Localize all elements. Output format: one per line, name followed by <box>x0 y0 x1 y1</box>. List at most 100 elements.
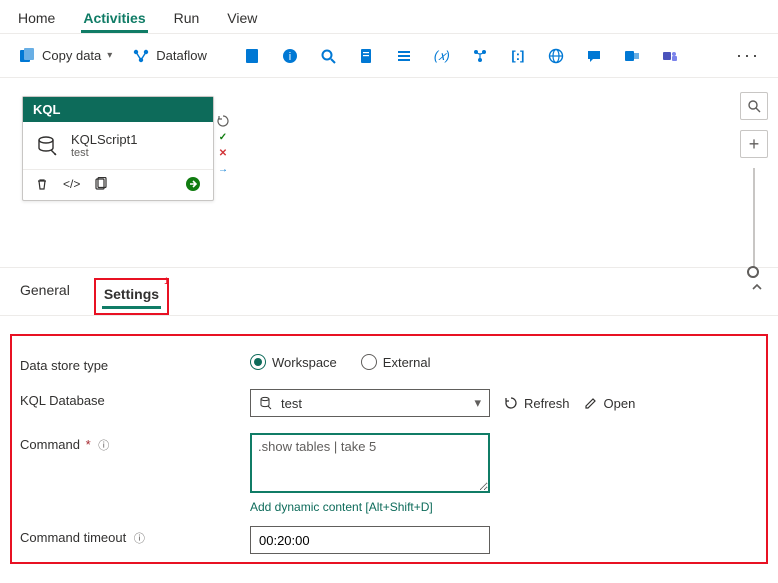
tb-search-button[interactable] <box>313 43 343 69</box>
tab-general[interactable]: General <box>18 278 72 315</box>
bracket-icon: [:] <box>509 47 527 65</box>
toolbar: Copy data ▾ Dataflow i (𝑥) [:] ··· <box>0 34 778 78</box>
radio-external[interactable]: External <box>361 354 431 370</box>
radio-workspace[interactable]: Workspace <box>250 354 337 370</box>
list-icon <box>395 47 413 65</box>
chat-icon <box>585 47 603 65</box>
tb-variable-button[interactable]: (𝑥) <box>427 43 457 69</box>
more-button[interactable]: ··· <box>730 41 766 70</box>
teams-icon <box>661 47 679 65</box>
copy-data-label: Copy data <box>42 48 101 63</box>
command-textarea[interactable] <box>250 433 490 493</box>
run-arrow-icon[interactable] <box>185 176 201 192</box>
settings-form-highlight: Data store type Workspace External KQL D… <box>10 334 768 564</box>
script-icon <box>357 47 375 65</box>
add-dynamic-content-link[interactable]: Add dynamic content [Alt+Shift+D] <box>250 500 490 514</box>
variable-icon: (𝑥) <box>433 47 451 65</box>
tab-settings[interactable]: Settings <box>102 282 161 309</box>
radio-workspace-label: Workspace <box>272 355 337 370</box>
nav-activities[interactable]: Activities <box>81 6 147 33</box>
code-icon[interactable]: </> <box>63 177 80 191</box>
notebook-icon <box>243 47 261 65</box>
pipeline-icon <box>471 47 489 65</box>
refresh-button[interactable]: Refresh <box>504 396 570 411</box>
dataflow-icon <box>132 47 150 65</box>
chevron-down-icon: ▾ <box>474 395 481 411</box>
outlook-icon <box>623 47 641 65</box>
settings-badge: 1 <box>164 276 169 286</box>
database-icon <box>259 396 273 410</box>
label-command-text: Command <box>20 437 80 452</box>
tb-chat-button[interactable] <box>579 43 609 69</box>
command-timeout-input[interactable] <box>250 526 490 554</box>
database-script-icon <box>35 133 61 159</box>
radio-external-label: External <box>383 355 431 370</box>
kql-card-title: KQLScript1 <box>71 132 137 147</box>
copy-data-icon <box>18 47 36 65</box>
open-label: Open <box>604 396 636 411</box>
radio-dot-icon <box>250 354 266 370</box>
tb-teams-button[interactable] <box>655 43 685 69</box>
refresh-annot-icon[interactable] <box>216 114 230 128</box>
tb-list-button[interactable] <box>389 43 419 69</box>
globe-icon <box>547 47 565 65</box>
copy-data-button[interactable]: Copy data ▾ <box>12 43 118 69</box>
canvas-side-controls: + <box>740 92 768 278</box>
kql-database-select[interactable]: test ▾ <box>250 389 490 417</box>
info-icon[interactable]: ⓘ <box>98 440 109 452</box>
properties-panel: General Settings 1 Data store type Works… <box>0 268 778 581</box>
canvas-area[interactable]: KQL KQLScript1 test </> ✓ <box>0 78 778 268</box>
radio-dot-icon <box>361 354 377 370</box>
zoom-slider[interactable] <box>753 168 755 278</box>
info-circle-icon: i <box>281 47 299 65</box>
collapse-panel-icon[interactable] <box>750 280 764 294</box>
nav-view[interactable]: View <box>225 6 259 33</box>
label-command-timeout: Command timeout ⓘ <box>20 526 250 546</box>
row-command-timeout: Command timeout ⓘ <box>20 526 758 554</box>
kql-activity-card[interactable]: KQL KQLScript1 test </> <box>22 96 214 201</box>
search-icon <box>319 47 337 65</box>
canvas-zoom-in-button[interactable]: + <box>740 130 768 158</box>
canvas-search-button[interactable] <box>740 92 768 120</box>
label-timeout-text: Command timeout <box>20 530 126 545</box>
success-annot-icon[interactable]: ✓ <box>216 130 230 144</box>
kql-card-body: KQLScript1 test <box>23 122 213 169</box>
tab-settings-highlight: Settings 1 <box>94 278 169 315</box>
svg-text:i: i <box>289 51 291 63</box>
tb-globe-button[interactable] <box>541 43 571 69</box>
tb-pipeline-button[interactable] <box>465 43 495 69</box>
refresh-icon <box>504 396 518 410</box>
tb-bracket-button[interactable]: [:] <box>503 43 533 69</box>
label-command: Command * ⓘ <box>20 433 250 453</box>
panel-tabs: General Settings 1 <box>0 268 778 316</box>
card-annotations: ✓ ✕ → <box>216 114 230 176</box>
required-asterisk: * <box>86 437 91 452</box>
label-kql-database: KQL Database <box>20 389 250 408</box>
kql-card-subtitle: test <box>71 147 137 159</box>
info-icon[interactable]: ⓘ <box>134 533 145 545</box>
kql-database-value: test <box>281 396 302 411</box>
error-annot-icon[interactable]: ✕ <box>216 146 230 160</box>
tb-outlook-button[interactable] <box>617 43 647 69</box>
nav-home[interactable]: Home <box>16 6 57 33</box>
kql-card-footer: </> <box>23 169 213 200</box>
delete-icon[interactable] <box>35 177 49 191</box>
copy-icon[interactable] <box>94 177 108 191</box>
row-command: Command * ⓘ Add dynamic content [Alt+Shi… <box>20 433 758 514</box>
row-kql-database: KQL Database test ▾ Refresh <box>20 389 758 417</box>
label-data-store-type: Data store type <box>20 354 250 373</box>
open-button[interactable]: Open <box>584 396 636 411</box>
row-data-store-type: Data store type Workspace External <box>20 354 758 373</box>
dataflow-button[interactable]: Dataflow <box>126 43 213 69</box>
data-store-type-radio-group: Workspace External <box>250 354 431 370</box>
nav-run[interactable]: Run <box>172 6 202 33</box>
forward-annot-icon[interactable]: → <box>216 162 230 176</box>
tb-script-button[interactable] <box>351 43 381 69</box>
top-nav: Home Activities Run View <box>0 0 778 34</box>
chevron-down-icon: ▾ <box>107 50 112 61</box>
tb-notebook-button[interactable] <box>237 43 267 69</box>
refresh-label: Refresh <box>524 396 570 411</box>
kql-card-header: KQL <box>23 97 213 122</box>
tb-info-button[interactable]: i <box>275 43 305 69</box>
edit-icon <box>584 396 598 410</box>
